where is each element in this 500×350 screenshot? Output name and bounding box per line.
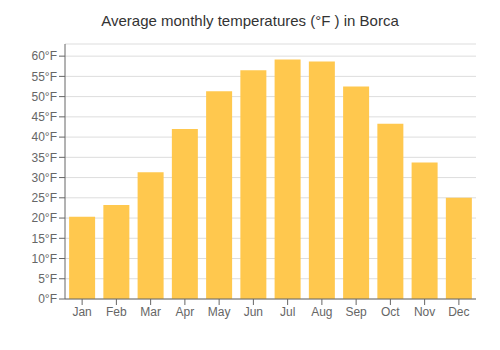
svg-text:May: May <box>208 305 231 319</box>
svg-text:30°F: 30°F <box>32 171 57 185</box>
svg-text:15°F: 15°F <box>32 232 57 246</box>
svg-text:60°F: 60°F <box>32 49 57 63</box>
svg-text:Oct: Oct <box>381 305 400 319</box>
svg-text:Sep: Sep <box>345 305 367 319</box>
svg-text:Mar: Mar <box>140 305 161 319</box>
svg-text:Jan: Jan <box>72 305 91 319</box>
html-text:Average monthly temperatures (: Average monthly temperatures (°F ) in Bo… <box>101 12 399 29</box>
svg-text:0°F: 0°F <box>38 292 57 306</box>
svg-text:Jul: Jul <box>280 305 295 319</box>
svg-text:Dec: Dec <box>448 305 469 319</box>
svg-text:40°F: 40°F <box>32 130 57 144</box>
svg-text:20°F: 20°F <box>32 211 57 225</box>
svg-text:35°F: 35°F <box>32 151 57 165</box>
svg-text:5°F: 5°F <box>38 272 57 286</box>
svg-text:45°F: 45°F <box>32 110 57 124</box>
svg-text:Nov: Nov <box>414 305 435 319</box>
svg-text:10°F: 10°F <box>32 252 57 266</box>
svg-text:25°F: 25°F <box>32 191 57 205</box>
svg-text:Apr: Apr <box>176 305 195 319</box>
svg-text:55°F: 55°F <box>32 70 57 84</box>
svg-text:Aug: Aug <box>311 305 332 319</box>
svg-text:50°F: 50°F <box>32 90 57 104</box>
svg-text:Feb: Feb <box>106 305 127 319</box>
svg-text:Jun: Jun <box>244 305 263 319</box>
